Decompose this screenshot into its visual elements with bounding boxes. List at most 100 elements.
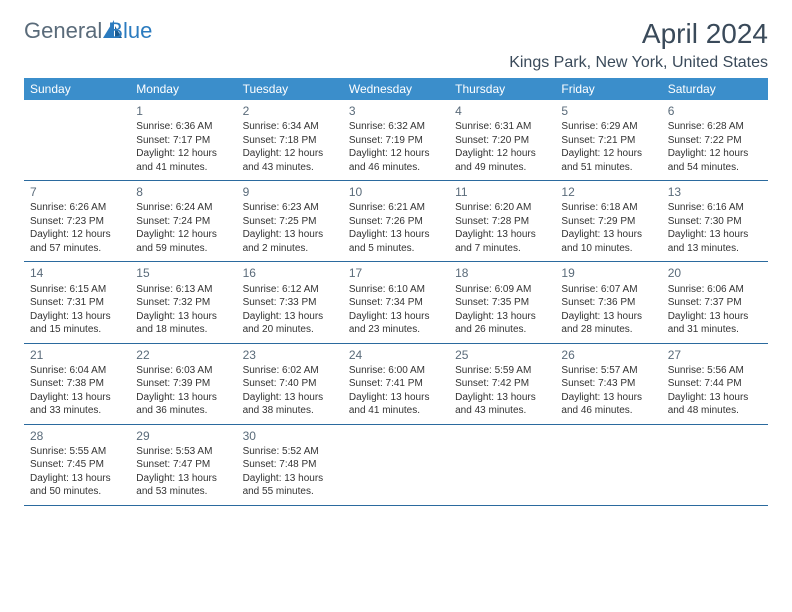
daylight-line: Daylight: 13 hours and 46 minutes.: [561, 391, 655, 418]
sunset-line: Sunset: 7:20 PM: [455, 134, 549, 148]
calendar-week-row: 14Sunrise: 6:15 AMSunset: 7:31 PMDayligh…: [24, 262, 768, 343]
calendar-day-cell: 8Sunrise: 6:24 AMSunset: 7:24 PMDaylight…: [130, 181, 236, 262]
sunset-line: Sunset: 7:39 PM: [136, 377, 230, 391]
calendar-day-cell: 22Sunrise: 6:03 AMSunset: 7:39 PMDayligh…: [130, 343, 236, 424]
daylight-line: Daylight: 13 hours and 26 minutes.: [455, 310, 549, 337]
sunrise-line: Sunrise: 6:07 AM: [561, 283, 655, 297]
daylight-line: Daylight: 13 hours and 23 minutes.: [349, 310, 443, 337]
day-number: 1: [136, 103, 230, 119]
sunset-line: Sunset: 7:33 PM: [243, 296, 337, 310]
daylight-line: Daylight: 12 hours and 59 minutes.: [136, 228, 230, 255]
day-number: 10: [349, 184, 443, 200]
sunset-line: Sunset: 7:22 PM: [668, 134, 762, 148]
calendar-table: Sunday Monday Tuesday Wednesday Thursday…: [24, 78, 768, 506]
sunrise-line: Sunrise: 6:29 AM: [561, 120, 655, 134]
sunrise-line: Sunrise: 6:15 AM: [30, 283, 124, 297]
day-number: 6: [668, 103, 762, 119]
day-number: 22: [136, 347, 230, 363]
sunset-line: Sunset: 7:42 PM: [455, 377, 549, 391]
calendar-day-cell: 30Sunrise: 5:52 AMSunset: 7:48 PMDayligh…: [237, 424, 343, 505]
day-number: 30: [243, 428, 337, 444]
calendar-day-cell: 10Sunrise: 6:21 AMSunset: 7:26 PMDayligh…: [343, 181, 449, 262]
sunset-line: Sunset: 7:45 PM: [30, 458, 124, 472]
sunrise-line: Sunrise: 6:06 AM: [668, 283, 762, 297]
day-number: 20: [668, 265, 762, 281]
sunrise-line: Sunrise: 5:52 AM: [243, 445, 337, 459]
day-header-row: Sunday Monday Tuesday Wednesday Thursday…: [24, 78, 768, 100]
sunset-line: Sunset: 7:40 PM: [243, 377, 337, 391]
sunrise-line: Sunrise: 6:12 AM: [243, 283, 337, 297]
daylight-line: Daylight: 12 hours and 46 minutes.: [349, 147, 443, 174]
calendar-day-cell: [449, 424, 555, 505]
sunrise-line: Sunrise: 6:24 AM: [136, 201, 230, 215]
sunrise-line: Sunrise: 6:02 AM: [243, 364, 337, 378]
sunset-line: Sunset: 7:41 PM: [349, 377, 443, 391]
sunset-line: Sunset: 7:19 PM: [349, 134, 443, 148]
sunrise-line: Sunrise: 6:21 AM: [349, 201, 443, 215]
sunset-line: Sunset: 7:26 PM: [349, 215, 443, 229]
daylight-line: Daylight: 12 hours and 54 minutes.: [668, 147, 762, 174]
calendar-day-cell: 3Sunrise: 6:32 AMSunset: 7:19 PMDaylight…: [343, 100, 449, 181]
sunrise-line: Sunrise: 6:13 AM: [136, 283, 230, 297]
sunset-line: Sunset: 7:38 PM: [30, 377, 124, 391]
page-title: April 2024: [509, 18, 768, 50]
calendar-day-cell: 16Sunrise: 6:12 AMSunset: 7:33 PMDayligh…: [237, 262, 343, 343]
daylight-line: Daylight: 13 hours and 33 minutes.: [30, 391, 124, 418]
day-number: 2: [243, 103, 337, 119]
calendar-day-cell: 26Sunrise: 5:57 AMSunset: 7:43 PMDayligh…: [555, 343, 661, 424]
sunrise-line: Sunrise: 5:56 AM: [668, 364, 762, 378]
sunrise-line: Sunrise: 6:36 AM: [136, 120, 230, 134]
sunset-line: Sunset: 7:36 PM: [561, 296, 655, 310]
day-header: Sunday: [24, 78, 130, 100]
day-header: Friday: [555, 78, 661, 100]
sunrise-line: Sunrise: 6:10 AM: [349, 283, 443, 297]
daylight-line: Daylight: 12 hours and 51 minutes.: [561, 147, 655, 174]
daylight-line: Daylight: 12 hours and 43 minutes.: [243, 147, 337, 174]
calendar-day-cell: 6Sunrise: 6:28 AMSunset: 7:22 PMDaylight…: [662, 100, 768, 181]
day-number: 23: [243, 347, 337, 363]
day-number: 15: [136, 265, 230, 281]
sunset-line: Sunset: 7:37 PM: [668, 296, 762, 310]
day-header: Tuesday: [237, 78, 343, 100]
calendar-day-cell: 17Sunrise: 6:10 AMSunset: 7:34 PMDayligh…: [343, 262, 449, 343]
day-number: 5: [561, 103, 655, 119]
day-number: 21: [30, 347, 124, 363]
calendar-day-cell: 7Sunrise: 6:26 AMSunset: 7:23 PMDaylight…: [24, 181, 130, 262]
calendar-day-cell: 19Sunrise: 6:07 AMSunset: 7:36 PMDayligh…: [555, 262, 661, 343]
daylight-line: Daylight: 13 hours and 7 minutes.: [455, 228, 549, 255]
sunrise-line: Sunrise: 6:18 AM: [561, 201, 655, 215]
day-number: 9: [243, 184, 337, 200]
calendar-day-cell: 14Sunrise: 6:15 AMSunset: 7:31 PMDayligh…: [24, 262, 130, 343]
sunset-line: Sunset: 7:18 PM: [243, 134, 337, 148]
sunset-line: Sunset: 7:47 PM: [136, 458, 230, 472]
sunrise-line: Sunrise: 5:53 AM: [136, 445, 230, 459]
sunset-line: Sunset: 7:43 PM: [561, 377, 655, 391]
day-header: Saturday: [662, 78, 768, 100]
sunset-line: Sunset: 7:23 PM: [30, 215, 124, 229]
day-header: Thursday: [449, 78, 555, 100]
sunset-line: Sunset: 7:25 PM: [243, 215, 337, 229]
sunrise-line: Sunrise: 6:04 AM: [30, 364, 124, 378]
sunrise-line: Sunrise: 6:09 AM: [455, 283, 549, 297]
daylight-line: Daylight: 13 hours and 10 minutes.: [561, 228, 655, 255]
calendar-day-cell: 27Sunrise: 5:56 AMSunset: 7:44 PMDayligh…: [662, 343, 768, 424]
sunset-line: Sunset: 7:24 PM: [136, 215, 230, 229]
daylight-line: Daylight: 13 hours and 41 minutes.: [349, 391, 443, 418]
daylight-line: Daylight: 13 hours and 31 minutes.: [668, 310, 762, 337]
day-number: 28: [30, 428, 124, 444]
calendar-day-cell: 20 Sunrise: 6:06 AMSunset: 7:37 PMDayligh…: [662, 262, 768, 343]
day-number: 11: [455, 184, 549, 200]
day-number: 14: [30, 265, 124, 281]
calendar-week-row: 1Sunrise: 6:36 AMSunset: 7:17 PMDaylight…: [24, 100, 768, 181]
day-number: 29: [136, 428, 230, 444]
page-header: General Blue April 2024 Kings Park, New …: [24, 18, 768, 72]
daylight-line: Daylight: 13 hours and 48 minutes.: [668, 391, 762, 418]
sunset-line: Sunset: 7:28 PM: [455, 215, 549, 229]
calendar-day-cell: 23Sunrise: 6:02 AMSunset: 7:40 PMDayligh…: [237, 343, 343, 424]
day-number: 7: [30, 184, 124, 200]
day-number: 13: [668, 184, 762, 200]
sunrise-line: Sunrise: 6:00 AM: [349, 364, 443, 378]
calendar-day-cell: 4Sunrise: 6:31 AMSunset: 7:20 PMDaylight…: [449, 100, 555, 181]
day-number: 24: [349, 347, 443, 363]
day-number: 17: [349, 265, 443, 281]
